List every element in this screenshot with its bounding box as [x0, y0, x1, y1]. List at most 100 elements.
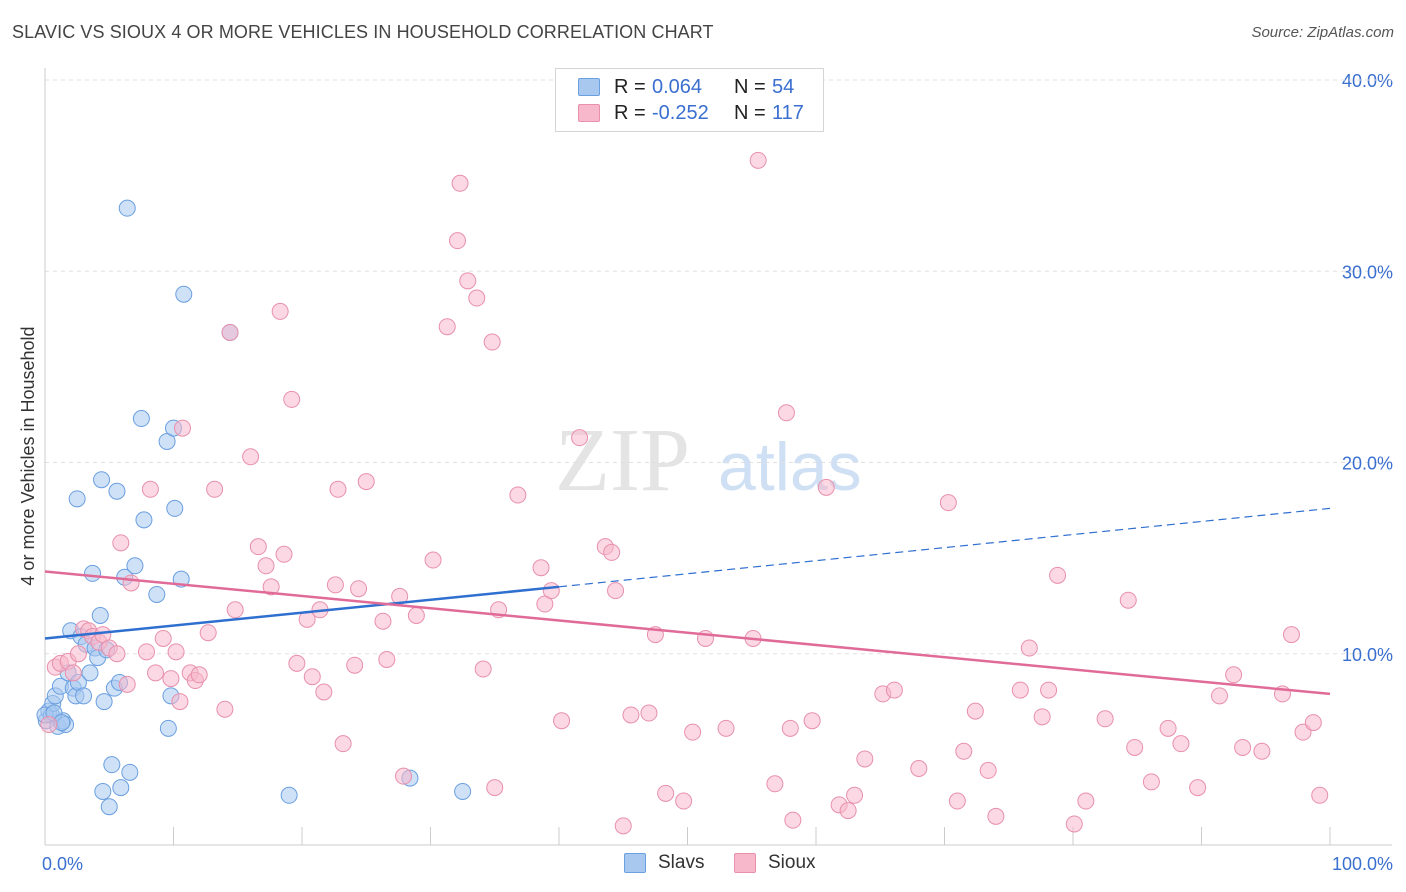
- sioux-point: [939, 494, 957, 512]
- slavs-point: [132, 410, 150, 428]
- bottom-legend-sioux: Sioux: [734, 852, 816, 874]
- slavs-point: [175, 285, 193, 303]
- y-axis-label: 4 or more Vehicles in Household: [18, 326, 38, 585]
- sioux-point: [448, 232, 466, 250]
- sioux-point: [781, 719, 799, 737]
- slavs-point: [166, 499, 184, 517]
- sioux-point: [640, 704, 658, 722]
- sioux-point: [167, 643, 185, 661]
- sioux-point: [1011, 681, 1029, 699]
- slavs-point: [126, 557, 144, 575]
- sioux-point: [766, 775, 784, 793]
- sioux-point: [1077, 792, 1095, 810]
- bottom-legend-slavs: Slavs: [624, 852, 704, 874]
- correlation-legend: R = 0.064 N = 54 R = -0.252 N = 117: [555, 68, 824, 132]
- sioux-point: [138, 643, 156, 661]
- sioux-point: [171, 693, 189, 711]
- slavs-point: [95, 693, 113, 711]
- legend-r-value: -0.252: [652, 101, 709, 124]
- sioux-point: [357, 473, 375, 491]
- sioux-point: [451, 174, 469, 192]
- sioux-point: [216, 700, 234, 718]
- slavs-point: [118, 199, 136, 217]
- sioux-point: [966, 702, 984, 720]
- slavs-point: [280, 786, 298, 804]
- sioux-point: [817, 478, 835, 496]
- sioux-point: [395, 767, 413, 785]
- sioux-point: [257, 557, 275, 575]
- legend-row-sioux: R = -0.252 N = 117: [578, 100, 804, 126]
- sioux-point: [777, 404, 795, 422]
- sioux-point: [112, 534, 130, 552]
- sioux-point: [407, 607, 425, 624]
- y-tick-label: 30.0%: [1342, 262, 1393, 282]
- sioux-point: [350, 580, 368, 598]
- sioux-point: [1234, 738, 1252, 756]
- sioux-swatch-icon: [578, 104, 600, 122]
- sioux-point: [1040, 681, 1058, 699]
- sioux-point: [190, 666, 208, 684]
- watermark-zip: ZIP: [555, 411, 690, 510]
- y-tick-label: 40.0%: [1342, 71, 1393, 91]
- sioux-point: [486, 779, 504, 797]
- slavs-point: [112, 779, 130, 797]
- slavs-point: [135, 511, 153, 529]
- sioux-point: [717, 719, 735, 737]
- sioux-point: [329, 480, 347, 498]
- sioux-point: [1225, 666, 1243, 684]
- sioux-point: [1033, 708, 1051, 726]
- sioux-point: [283, 390, 301, 408]
- legend-n-value: 54: [772, 75, 795, 98]
- x-tick-label: 100.0%: [1332, 854, 1393, 874]
- bottom-legend-label: Sioux: [768, 852, 816, 873]
- legend-r-value: 0.064: [652, 75, 703, 98]
- slavs-point: [103, 756, 121, 774]
- sioux-point: [1119, 591, 1137, 609]
- sioux-point: [199, 624, 217, 642]
- sioux-point: [803, 712, 821, 730]
- source-label: Source: ZipAtlas.com: [1251, 24, 1394, 41]
- watermark-atlas: atlas: [718, 429, 862, 505]
- sioux-point: [948, 792, 966, 810]
- x-tick-label: 0.0%: [42, 854, 83, 874]
- legend-n-label: N =: [734, 101, 766, 124]
- slavs-point: [94, 782, 112, 800]
- sioux-point: [1065, 815, 1083, 833]
- sioux-point: [141, 480, 159, 498]
- sioux-point: [483, 333, 501, 351]
- sioux-point: [1253, 742, 1271, 760]
- sioux-point: [122, 574, 140, 592]
- slavs-point: [100, 798, 118, 816]
- sioux-point: [784, 811, 802, 829]
- sioux-point: [378, 650, 396, 668]
- sioux-point: [1282, 626, 1300, 644]
- sioux-point: [1096, 710, 1114, 728]
- sioux-point: [1020, 639, 1038, 657]
- sioux-point: [334, 735, 352, 753]
- slavs-point: [121, 763, 139, 781]
- sioux-point: [603, 543, 621, 561]
- sioux-point: [987, 807, 1005, 825]
- series-sioux: [40, 151, 1329, 835]
- sioux-point: [64, 664, 82, 682]
- legend-r-label: R =: [614, 75, 646, 98]
- slavs-point: [159, 719, 177, 737]
- sioux-point: [173, 419, 191, 437]
- sioux-point: [657, 784, 675, 802]
- sioux-point: [326, 576, 344, 594]
- sioux-point: [607, 582, 625, 600]
- slavs-trend-line: [44, 585, 560, 640]
- sioux-point: [226, 601, 244, 619]
- legend-n-label: N =: [734, 75, 766, 98]
- sioux-point: [910, 760, 928, 777]
- sioux-point: [249, 538, 267, 556]
- sioux-point: [979, 761, 997, 779]
- sioux-point: [154, 629, 172, 647]
- sioux-point: [271, 302, 289, 320]
- slavs-point: [84, 564, 102, 582]
- slavs-point: [148, 585, 166, 603]
- sioux-point: [1304, 714, 1322, 732]
- sioux-trend-line: [44, 570, 1331, 696]
- sioux-point: [262, 578, 280, 596]
